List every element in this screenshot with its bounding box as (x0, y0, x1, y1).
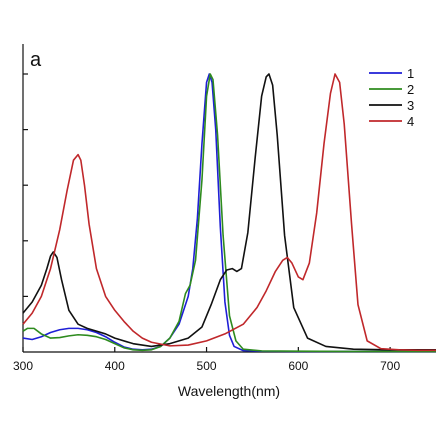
x-tick-label-1: 400 (105, 359, 125, 373)
series-line-3 (22, 73, 436, 351)
series-line-2 (22, 73, 436, 353)
series-line-4 (22, 73, 436, 352)
legend-label-4: 4 (407, 114, 414, 129)
series-line-1 (22, 73, 436, 353)
x-axis-label: Wavelength(nm) (178, 383, 280, 399)
x-tick-label-0: 300 (13, 359, 33, 373)
x-ticks: 300 400 500 600 700 (13, 347, 400, 373)
x-tick-label-3: 600 (288, 359, 308, 373)
y-ticks (23, 73, 28, 297)
panel-label: a (30, 49, 42, 71)
legend-label-1: 1 (407, 66, 414, 81)
legend-label-2: 2 (407, 82, 414, 97)
legend-label-3: 3 (407, 98, 414, 113)
x-tick-label-4: 700 (380, 359, 400, 373)
series-lines (22, 73, 436, 353)
x-tick-label-2: 500 (197, 359, 217, 373)
